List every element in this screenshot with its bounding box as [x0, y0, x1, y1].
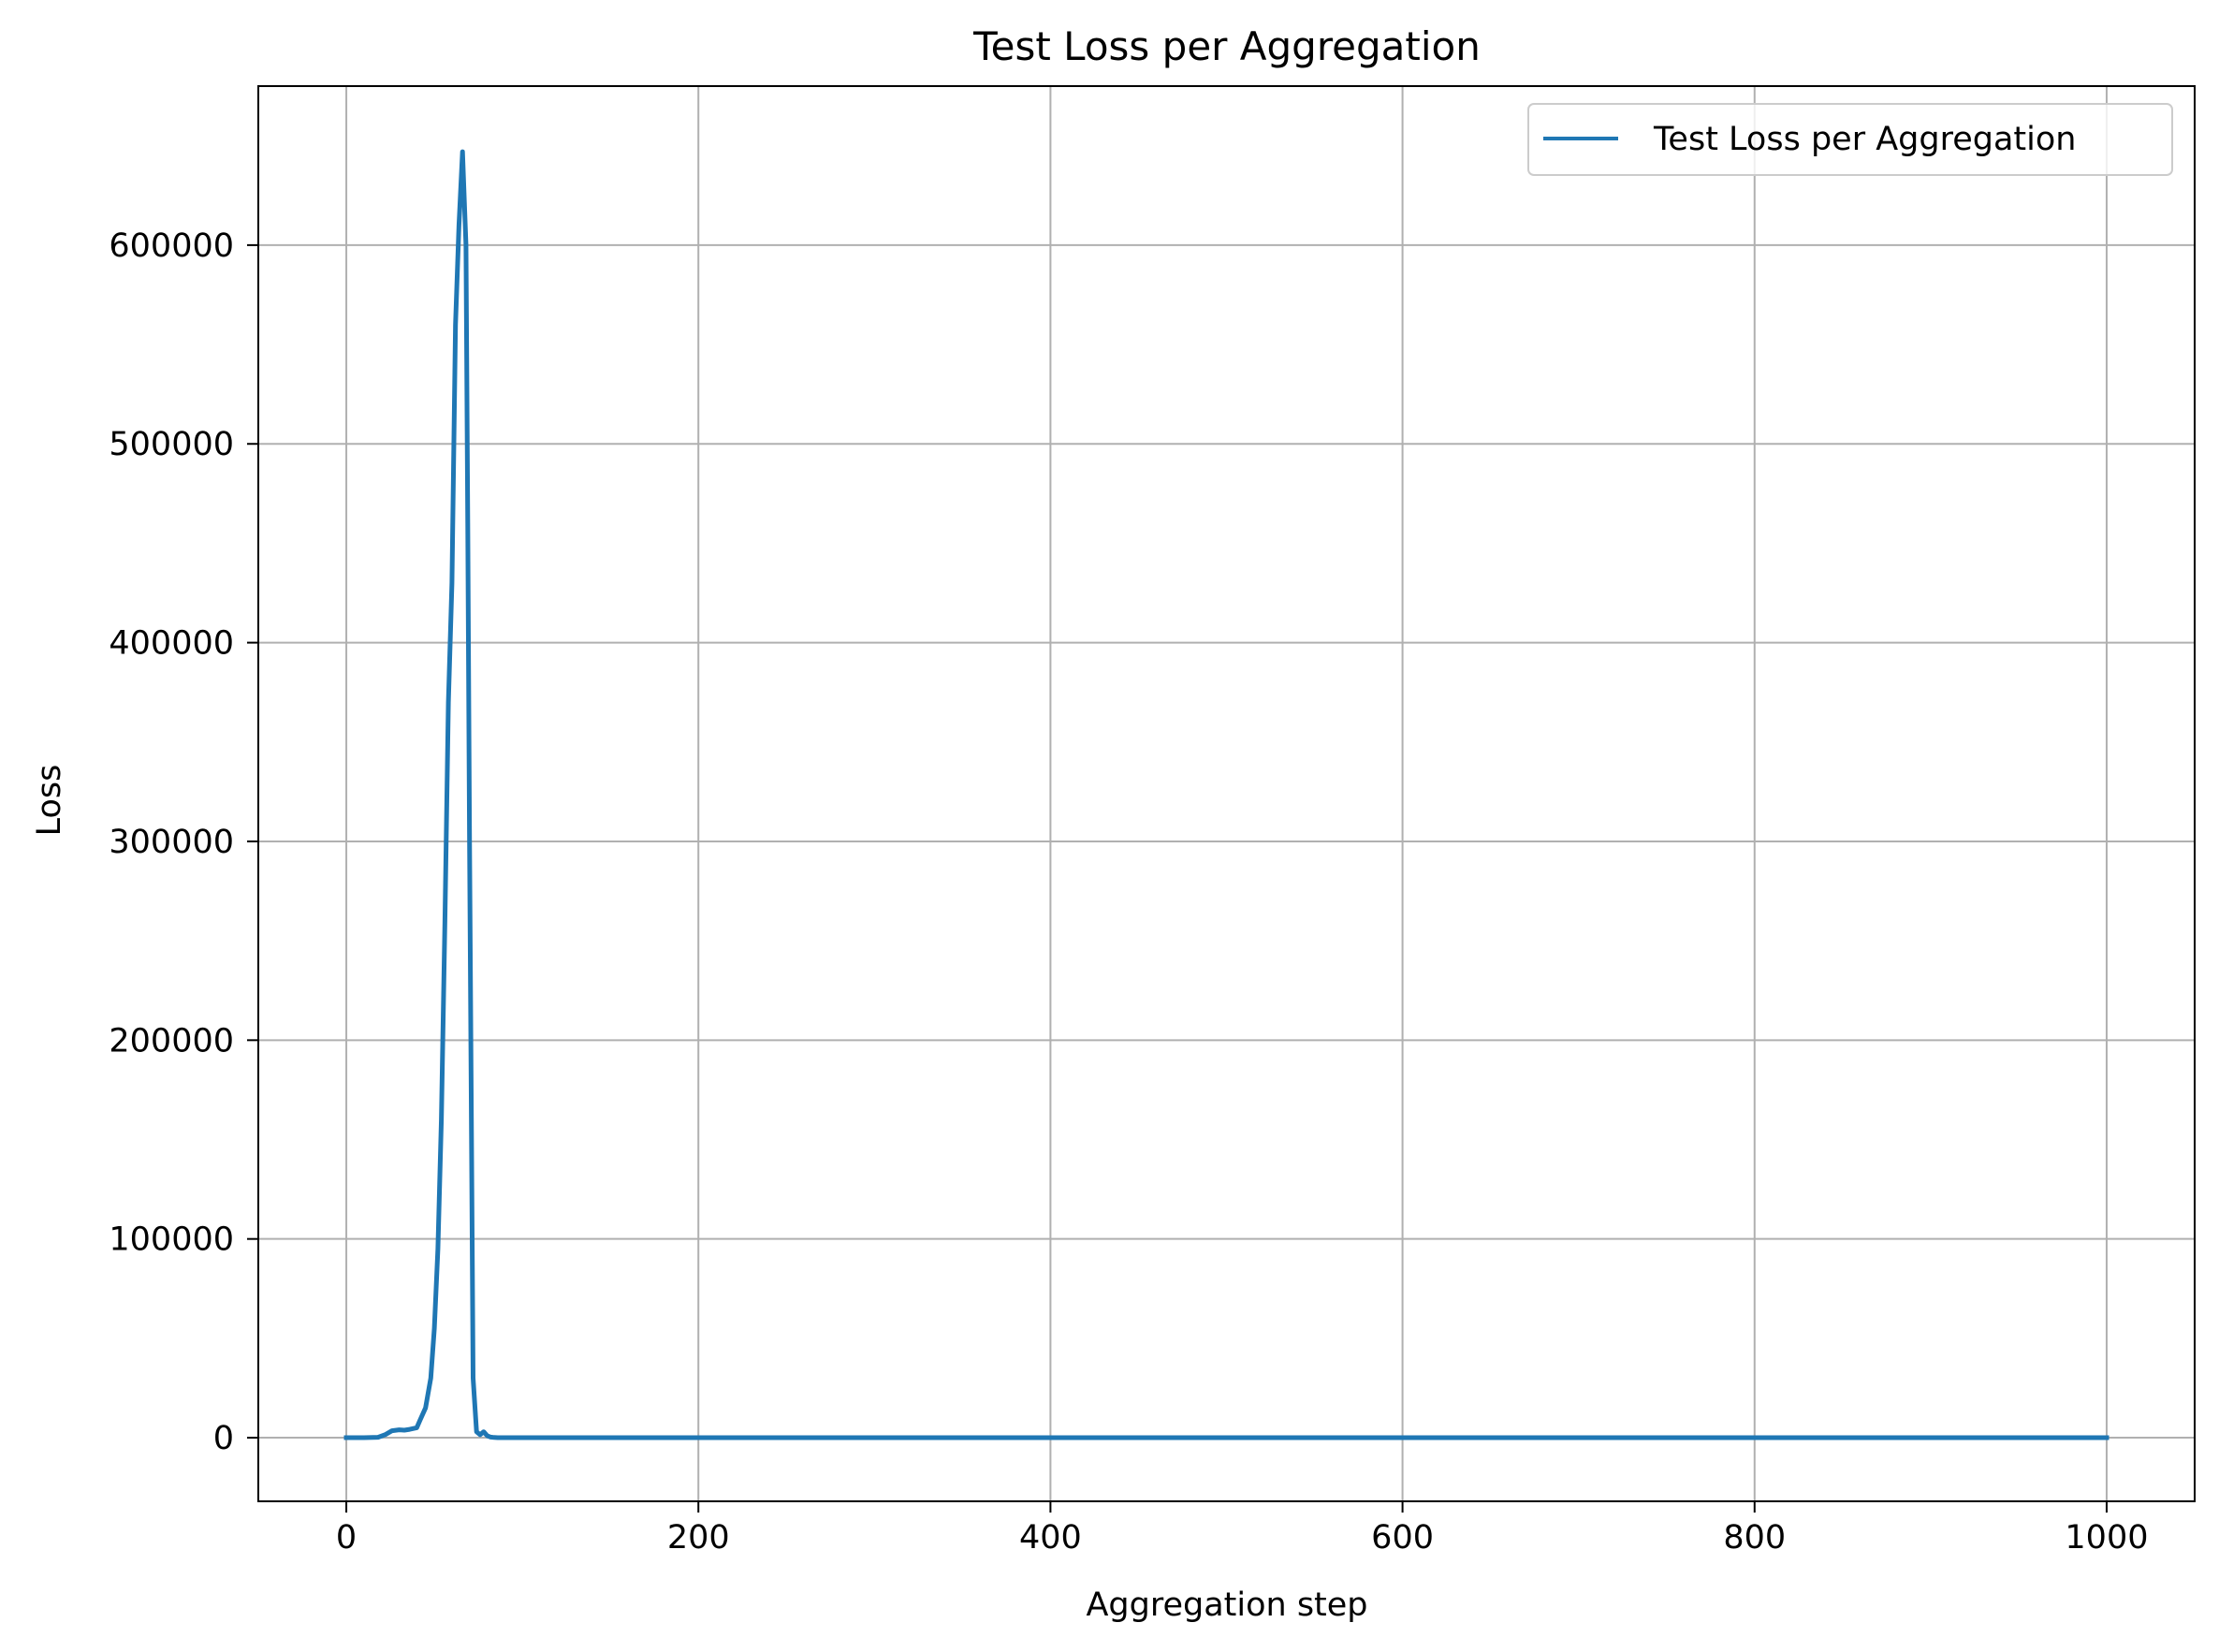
y-tick-label: 0	[213, 1420, 234, 1457]
legend-label: Test Loss per Aggregation	[1653, 121, 2076, 158]
y-tick-label: 300000	[109, 824, 234, 861]
x-tick-label: 800	[1723, 1519, 1786, 1557]
x-tick-label: 0	[336, 1519, 357, 1557]
legend: Test Loss per Aggregation	[1527, 103, 2173, 176]
x-tick-label: 1000	[2065, 1519, 2148, 1557]
x-axis-title: Aggregation step	[1086, 1586, 1367, 1624]
x-tick-label: 600	[1371, 1519, 1434, 1557]
y-axis-ticks: 0 100000 200000 300000 400000 500000 600000	[109, 227, 258, 1457]
legend-box	[1527, 103, 2173, 176]
x-axis-ticks: 0 200 400 600 800 1000	[336, 1501, 2148, 1557]
x-tick-label: 400	[1019, 1519, 1082, 1557]
series-layer	[343, 149, 2110, 1440]
y-tick-label: 500000	[109, 426, 234, 463]
grid-lines	[258, 86, 2195, 1501]
y-axis-title: Loss	[31, 765, 68, 837]
y-tick-label: 600000	[109, 227, 234, 265]
series-line	[343, 149, 2110, 1440]
y-tick-label: 400000	[109, 625, 234, 663]
x-tick-label: 200	[667, 1519, 730, 1557]
chart-title: Test Loss per Aggregation	[972, 23, 1481, 69]
y-tick-label: 100000	[109, 1221, 234, 1259]
axes-frame	[257, 85, 2196, 1502]
y-tick-label: 200000	[109, 1022, 234, 1060]
